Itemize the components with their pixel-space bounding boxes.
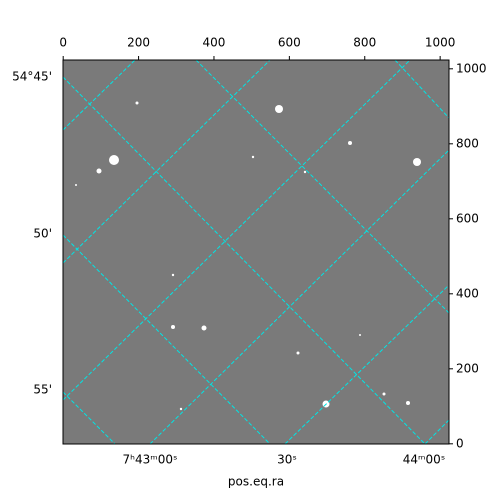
x-tick-label: 600 [278,36,301,50]
dec-tick-label: 55' [33,383,52,397]
y-tick-label: 400 [456,286,479,300]
dec-tick-label: 50' [33,227,52,241]
ra-tick-label: 7ʰ43ᵐ00ˢ [123,453,178,467]
y-tick-label: 800 [456,136,479,150]
y-tick-label: 1000 [456,61,487,75]
x-tick-label: 200 [127,36,150,50]
dec-tick-label: 54°45' [12,70,52,84]
sky-image [63,60,449,444]
y-tick-label: 0 [456,436,464,450]
x-tick-label: 1000 [425,36,456,50]
coordinate-grid [62,59,450,445]
y-tick-label: 200 [456,361,479,375]
ra-tick-label: 44ᵐ00ˢ [403,453,446,467]
ra-tick-label: 30ˢ [277,453,297,467]
x-axis-label: pos.eq.ra [228,475,284,489]
x-tick-label: 800 [353,36,376,50]
frame [62,59,450,445]
x-tick-label: 0 [59,36,67,50]
y-tick-label: 600 [456,211,479,225]
x-tick-label: 400 [203,36,226,50]
